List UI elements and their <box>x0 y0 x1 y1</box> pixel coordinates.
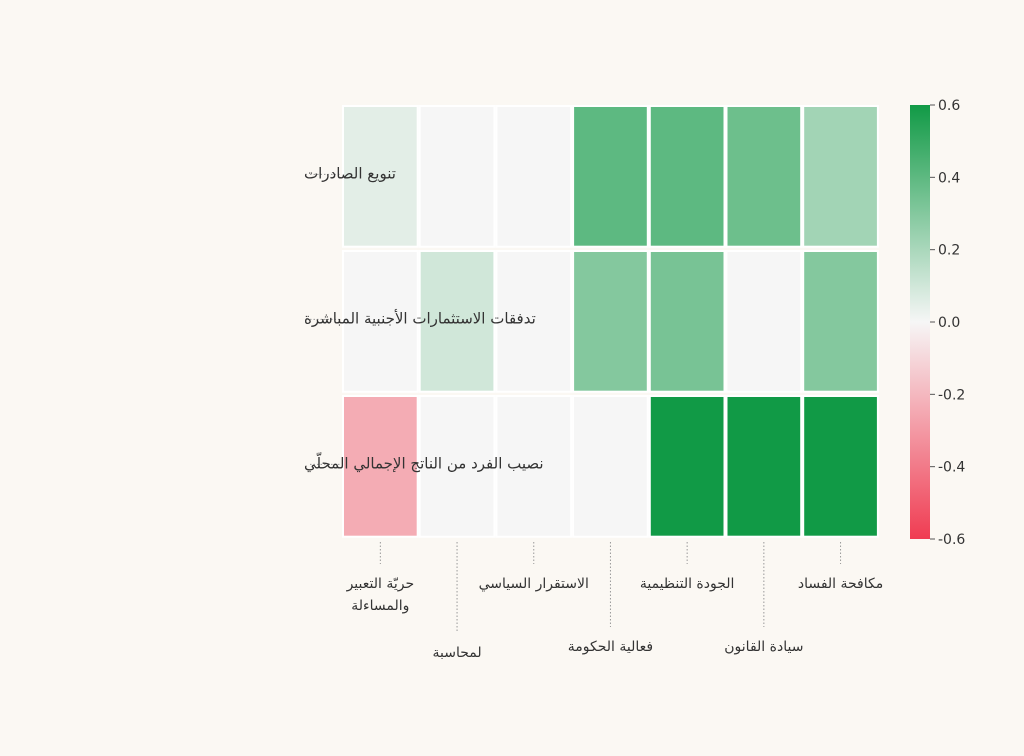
heatmap-cell <box>725 395 803 538</box>
colorbar-tick-label: 0.2 <box>938 243 960 259</box>
heatmap-cell <box>342 250 419 393</box>
heatmap-cell <box>342 395 419 538</box>
heatmap-cell <box>802 395 879 538</box>
colorbar-tick-label: -0.6 <box>938 532 965 548</box>
heatmap-cell <box>802 105 879 248</box>
heatmap-cells <box>342 105 879 538</box>
x-tick-label: لمحاسبة <box>432 645 481 661</box>
heatmap-cell <box>495 105 573 248</box>
heatmap-cell <box>572 250 649 393</box>
heatmap-cell <box>495 395 573 538</box>
x-axis: حريّة التعبير والمساءلة لمحاسبة الاستقرار ا… <box>346 542 883 661</box>
heatmap-cell <box>572 105 649 248</box>
heatmap-cell <box>648 105 726 248</box>
x-tick-label: سيادة القانون <box>724 639 803 655</box>
colorbar-tick-label: -0.4 <box>938 460 965 476</box>
x-tick-label: الجودة التنظيمية <box>640 576 735 592</box>
heatmap-cell <box>648 395 726 538</box>
heatmap-cell <box>802 250 879 393</box>
heatmap-cell <box>725 105 803 248</box>
colorbar-tick-label: 0.6 <box>938 98 960 114</box>
heatmap-cell <box>418 250 496 393</box>
heatmap-cell <box>572 395 649 538</box>
colorbar: 0.6 0.4 0.2 0.0 -0.2 -0.4 -0.6 <box>910 98 965 548</box>
heatmap-cell <box>418 395 496 538</box>
colorbar-tick-label: -0.2 <box>938 387 965 403</box>
heatmap-cell <box>495 250 573 393</box>
heatmap-cell <box>648 250 726 393</box>
y-tick-label: نصيب الفرد من الناتج الإجمالي المحلّي <box>304 452 544 473</box>
x-tick-label: الاستقرار السياسي <box>479 576 589 592</box>
y-tick-label: تدفقات الاستثمارات الأجنبية المباشرة <box>304 308 536 327</box>
y-tick-label: تنويع الصادرات <box>304 164 396 182</box>
heatmap-cell <box>418 105 496 248</box>
colorbar-tick-label: 0.4 <box>938 170 960 186</box>
colorbar-tick-label: 0.0 <box>938 315 960 331</box>
heatmap-cell <box>342 105 419 248</box>
y-axis: تنويع الصادرات تدفقات الاستثمارات الأجنبي… <box>304 164 544 473</box>
x-tick-label: فعالية الحكومة <box>568 639 653 655</box>
x-tick-label: مكافحة الفساد <box>798 576 883 592</box>
heatmap-cell <box>725 250 803 393</box>
x-tick-label: حريّة التعبير والمساءلة <box>346 576 415 614</box>
colorbar-gradient <box>910 105 930 539</box>
